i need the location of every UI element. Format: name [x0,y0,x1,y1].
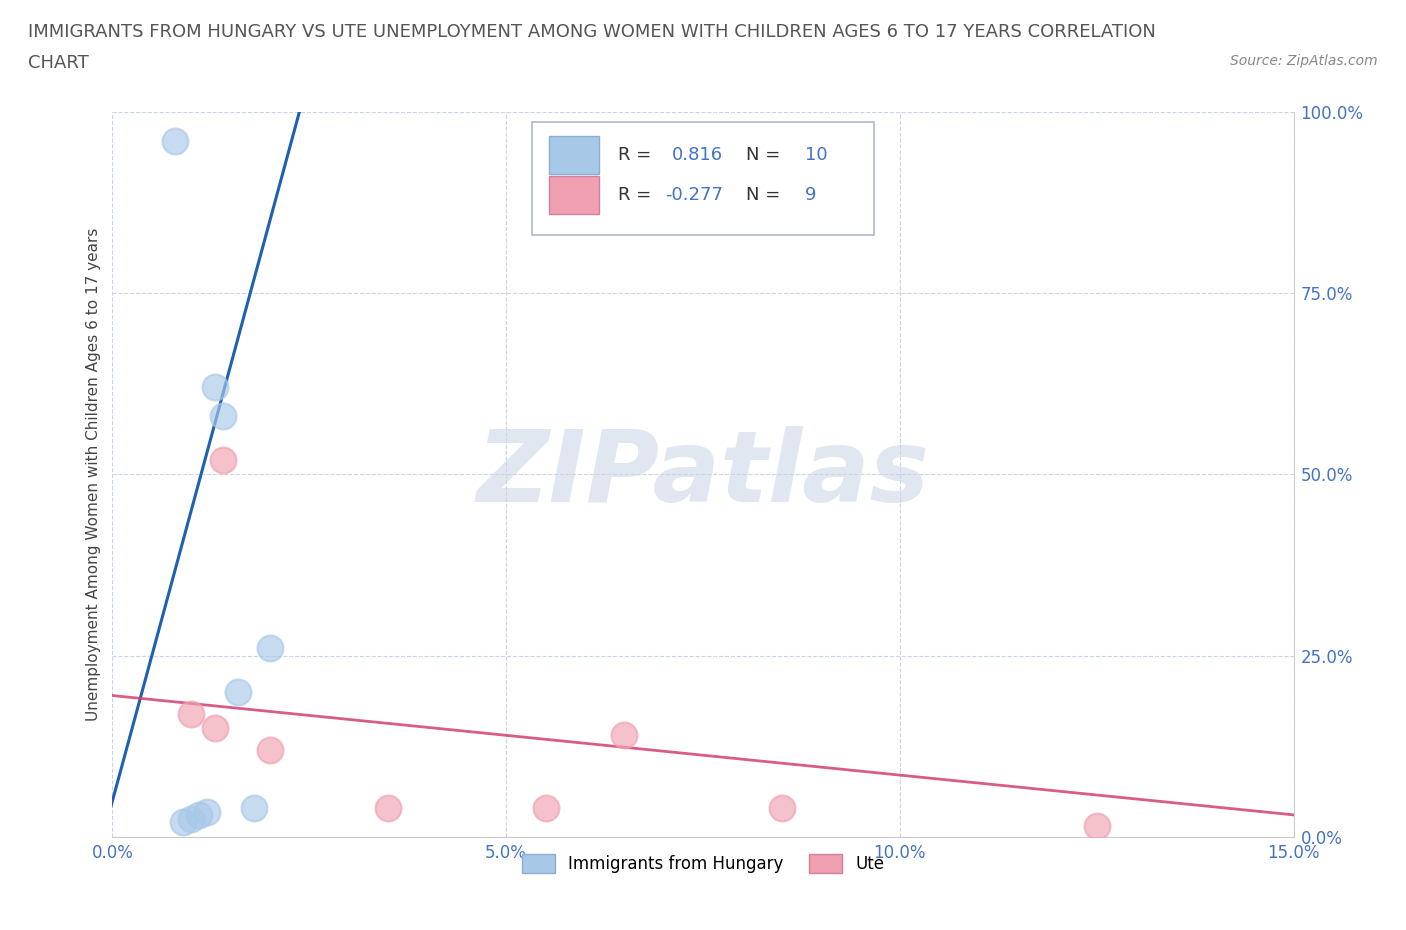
Text: 0.816: 0.816 [672,146,724,164]
Text: 10: 10 [804,146,827,164]
Point [259,742,281,757]
Text: R =: R = [619,186,657,204]
Point [188,808,211,823]
Point [243,801,266,816]
FancyBboxPatch shape [550,137,599,174]
Point [180,811,202,827]
Point [180,706,202,721]
Point [770,801,793,816]
Text: R =: R = [619,146,657,164]
FancyBboxPatch shape [531,123,875,235]
Text: ZIPatlas: ZIPatlas [477,426,929,523]
Point [172,815,194,830]
Text: 9: 9 [804,186,815,204]
Point [195,804,218,819]
Text: Source: ZipAtlas.com: Source: ZipAtlas.com [1230,54,1378,68]
Point [165,133,187,148]
Text: IMMIGRANTS FROM HUNGARY VS UTE UNEMPLOYMENT AMONG WOMEN WITH CHILDREN AGES 6 TO : IMMIGRANTS FROM HUNGARY VS UTE UNEMPLOYM… [28,23,1156,41]
Point [534,801,557,816]
Point [377,801,399,816]
Point [259,641,281,656]
Text: N =: N = [745,186,786,204]
Point [211,452,233,467]
Text: CHART: CHART [28,54,89,72]
Point [211,409,233,424]
Text: N =: N = [745,146,786,164]
Point [613,728,636,743]
Point [204,379,226,394]
Point [204,721,226,736]
Y-axis label: Unemployment Among Women with Children Ages 6 to 17 years: Unemployment Among Women with Children A… [86,228,101,721]
Point [228,684,250,699]
FancyBboxPatch shape [550,176,599,214]
Point [1085,818,1108,833]
Legend: Immigrants from Hungary, Ute: Immigrants from Hungary, Ute [515,847,891,880]
Text: -0.277: -0.277 [665,186,723,204]
